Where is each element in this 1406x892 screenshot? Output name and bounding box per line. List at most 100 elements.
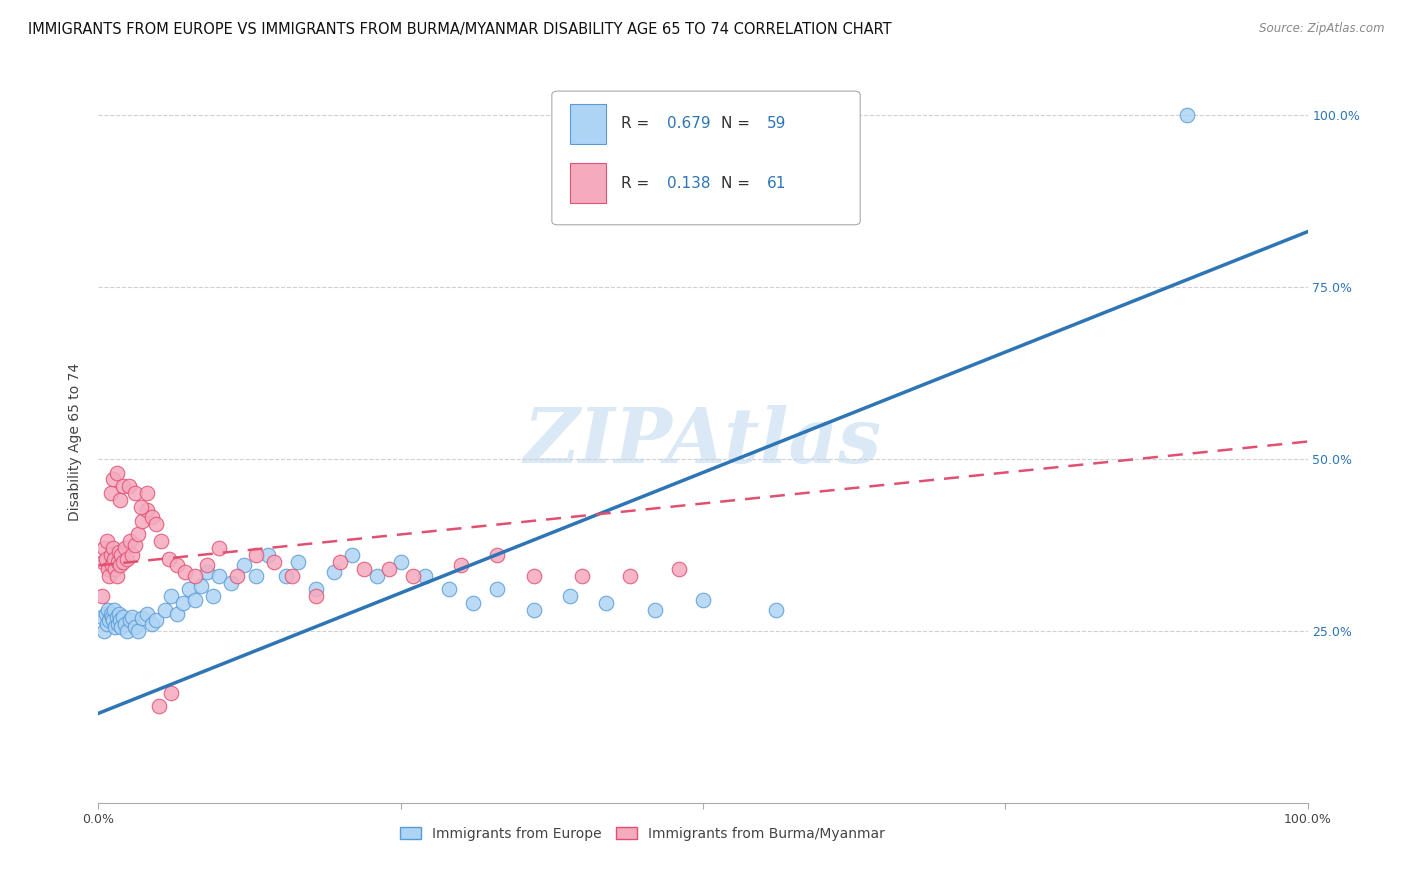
Point <box>103 551 125 566</box>
Point <box>174 566 197 580</box>
Point <box>141 510 163 524</box>
Point <box>571 568 593 582</box>
Point <box>105 610 128 624</box>
Point <box>287 555 309 569</box>
Point <box>131 611 153 625</box>
Point <box>195 558 218 573</box>
Text: IMMIGRANTS FROM EUROPE VS IMMIGRANTS FROM BURMA/MYANMAR DISABILITY AGE 65 TO 74 : IMMIGRANTS FROM EUROPE VS IMMIGRANTS FRO… <box>28 22 891 37</box>
Point <box>208 541 231 556</box>
Point <box>129 500 152 514</box>
Point <box>153 603 176 617</box>
Point <box>437 582 460 597</box>
Text: ZIPAtlas: ZIPAtlas <box>524 405 882 478</box>
Point <box>166 558 188 573</box>
Point <box>118 479 141 493</box>
Point <box>97 603 120 617</box>
Point <box>1175 108 1198 122</box>
Point <box>117 624 139 638</box>
Point <box>107 555 129 569</box>
Point <box>166 607 188 621</box>
Point <box>160 686 183 700</box>
Text: 59: 59 <box>768 116 786 131</box>
Point <box>486 582 509 597</box>
Point <box>100 548 122 562</box>
Point <box>148 699 170 714</box>
Point <box>668 562 690 576</box>
Point <box>118 614 141 628</box>
Point <box>111 610 134 624</box>
Text: 0.138: 0.138 <box>666 176 710 191</box>
Point <box>523 568 546 582</box>
Point <box>256 548 278 562</box>
Point <box>111 555 134 569</box>
Point <box>274 568 297 582</box>
Legend: Immigrants from Europe, Immigrants from Burma/Myanmar: Immigrants from Europe, Immigrants from … <box>395 822 890 847</box>
Point <box>323 566 346 580</box>
Point <box>150 534 173 549</box>
Point <box>124 538 146 552</box>
Point <box>121 548 143 562</box>
Point <box>305 590 328 604</box>
Text: N =: N = <box>721 176 755 191</box>
Point <box>160 590 183 604</box>
Point <box>94 551 117 566</box>
Point <box>97 562 120 576</box>
Point <box>124 486 146 500</box>
Y-axis label: Disability Age 65 to 74: Disability Age 65 to 74 <box>69 362 83 521</box>
Point <box>100 486 122 500</box>
Point <box>145 614 167 628</box>
Point <box>103 603 125 617</box>
Point <box>450 558 472 573</box>
Point <box>118 534 141 549</box>
Point <box>353 562 375 576</box>
Point <box>619 568 641 582</box>
Point <box>96 616 118 631</box>
Point <box>98 614 121 628</box>
Point <box>463 596 485 610</box>
Point <box>104 562 127 576</box>
Text: R =: R = <box>621 116 654 131</box>
Point <box>184 568 207 582</box>
Point <box>108 558 131 573</box>
Point <box>595 596 617 610</box>
Point <box>131 514 153 528</box>
Point <box>101 614 124 628</box>
Point <box>486 548 509 562</box>
Point <box>692 592 714 607</box>
Point <box>94 607 117 621</box>
Point <box>100 610 122 624</box>
Point <box>101 472 124 486</box>
Point <box>413 568 436 582</box>
Point <box>263 555 285 569</box>
Point <box>93 541 115 556</box>
Point <box>96 534 118 549</box>
Point <box>108 614 131 628</box>
Point <box>157 551 180 566</box>
Point <box>101 541 124 556</box>
Point <box>107 616 129 631</box>
Point <box>135 486 157 500</box>
Point <box>108 493 131 508</box>
Point <box>232 558 254 573</box>
Point <box>221 575 243 590</box>
Bar <box>569 104 606 144</box>
Point <box>135 503 157 517</box>
Text: R =: R = <box>621 176 654 191</box>
Point <box>195 566 218 580</box>
Point <box>644 603 666 617</box>
Point <box>105 568 128 582</box>
Point <box>184 592 207 607</box>
Point <box>202 590 225 604</box>
Point <box>91 555 114 569</box>
Point <box>145 517 167 532</box>
Point <box>111 479 134 493</box>
Point <box>329 555 352 569</box>
Point <box>190 579 212 593</box>
Point <box>100 607 122 621</box>
Point <box>208 568 231 582</box>
Point <box>110 548 132 562</box>
Text: 0.679: 0.679 <box>666 116 710 131</box>
Point <box>389 555 412 569</box>
Point <box>245 568 267 582</box>
Text: 61: 61 <box>768 176 786 191</box>
